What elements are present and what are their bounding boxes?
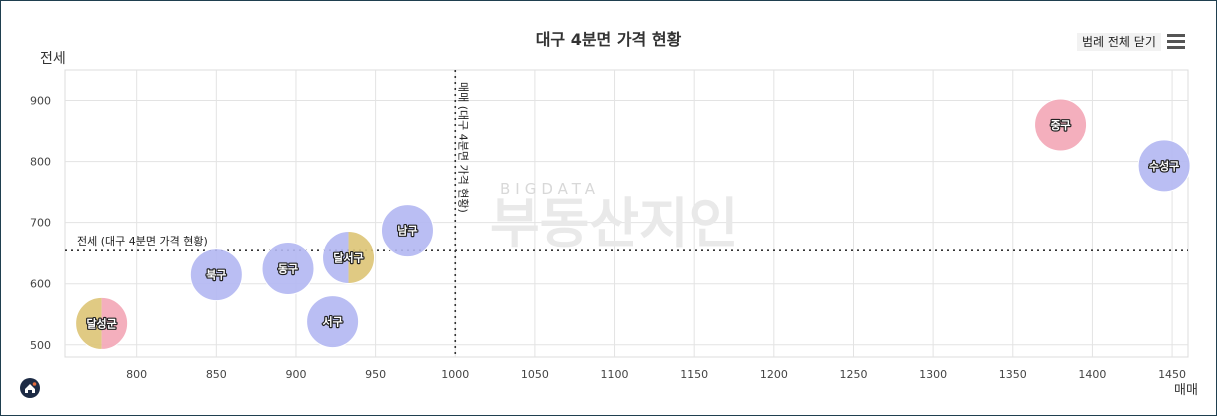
bubble-outline — [322, 230, 376, 284]
bubble[interactable]: 북구 — [189, 248, 243, 302]
x-tick-label: 900 — [285, 368, 306, 381]
x-tick-label: 1050 — [521, 368, 549, 381]
bubble[interactable]: 중구 — [1034, 98, 1088, 152]
x-tick-label: 1100 — [601, 368, 629, 381]
bubble-outline — [1137, 139, 1191, 193]
bubble-circle — [1138, 139, 1191, 192]
x-tick-label: 850 — [206, 368, 227, 381]
bubble-right-half — [348, 231, 375, 284]
bubble[interactable]: 달서구 — [322, 230, 376, 284]
bubble-circle — [190, 248, 243, 301]
x-tick-label: 800 — [126, 368, 147, 381]
reference-lines: 매매 (대구 4분면 가격 현황) 전세 (대구 4분면 가격 현황) — [65, 70, 1188, 357]
axes: 800 850 900 950 1000 1050 1100 1150 1200 1250 1300… — [30, 95, 1186, 381]
bubble-label: 서구 — [322, 315, 342, 329]
bubble-outline — [380, 204, 434, 258]
watermark-large: 부동산지인 — [490, 192, 738, 255]
chart-title: 대구 4분면 가격 현황 — [535, 30, 682, 49]
y-reference-label: 전세 (대구 4분면 가격 현황) — [77, 235, 208, 248]
bubble-circle — [381, 204, 434, 257]
bubble-circle — [262, 242, 315, 295]
plot-area — [64, 69, 1189, 358]
x-tick-label: 1200 — [760, 368, 788, 381]
bubble-label: 수성구 — [1149, 159, 1179, 173]
y-tick-label: 500 — [30, 339, 51, 352]
house-logo-icon[interactable] — [20, 378, 40, 398]
x-tick-label: 1000 — [441, 368, 469, 381]
bubble-left-half — [75, 297, 102, 350]
bubble-label: 북구 — [206, 268, 226, 282]
watermark: BIGDATA 부동산지인 — [490, 180, 738, 255]
y-tick-label: 900 — [30, 95, 51, 108]
bubble-label: 중구 — [1050, 119, 1070, 132]
bubble-outline — [261, 241, 315, 295]
bubble-outline — [1034, 98, 1088, 152]
x-tick-label: 950 — [365, 368, 386, 381]
bubble[interactable]: 서구 — [306, 295, 360, 349]
bubble[interactable]: 수성구 — [1137, 139, 1191, 193]
bubble-circle — [306, 295, 359, 348]
bubble-label: 달성군 — [86, 316, 116, 330]
x-tick-label: 1450 — [1158, 368, 1186, 381]
bubble[interactable]: 남구 — [380, 204, 434, 258]
bubble-outline — [306, 295, 360, 349]
bubble-label: 동구 — [278, 262, 298, 275]
y-tick-label: 800 — [30, 156, 51, 169]
y-axis-label: 전세 — [40, 51, 66, 67]
watermark-small: BIGDATA — [500, 180, 600, 198]
bubble-label: 남구 — [397, 225, 417, 238]
x-tick-label: 1250 — [839, 368, 867, 381]
x-axis-label: 매매 — [1174, 383, 1198, 398]
bubble[interactable]: 동구 — [261, 241, 315, 295]
x-tick-label: 1350 — [999, 368, 1027, 381]
y-tick-label: 700 — [30, 217, 51, 230]
bubble-circle — [1034, 98, 1087, 151]
x-reference-label: 매매 (대구 4분면 가격 현황) — [456, 82, 469, 213]
x-tick-label: 1400 — [1078, 368, 1106, 381]
bubble-right-half — [101, 297, 128, 350]
bubble-label: 달서구 — [333, 250, 363, 264]
hamburger-menu-icon[interactable] — [1167, 34, 1185, 50]
y-tick-label: 600 — [30, 278, 51, 291]
x-tick-label: 1300 — [919, 368, 947, 381]
x-tick-label: 1150 — [680, 368, 708, 381]
bubble-outline — [189, 248, 243, 302]
bubble-left-half — [322, 231, 349, 284]
grid — [64, 69, 1189, 358]
bubble[interactable]: 달성군 — [75, 296, 129, 350]
legend-toggle-button[interactable]: 범례 전체 닫기 — [1077, 33, 1161, 51]
bubble-outline — [75, 296, 129, 350]
